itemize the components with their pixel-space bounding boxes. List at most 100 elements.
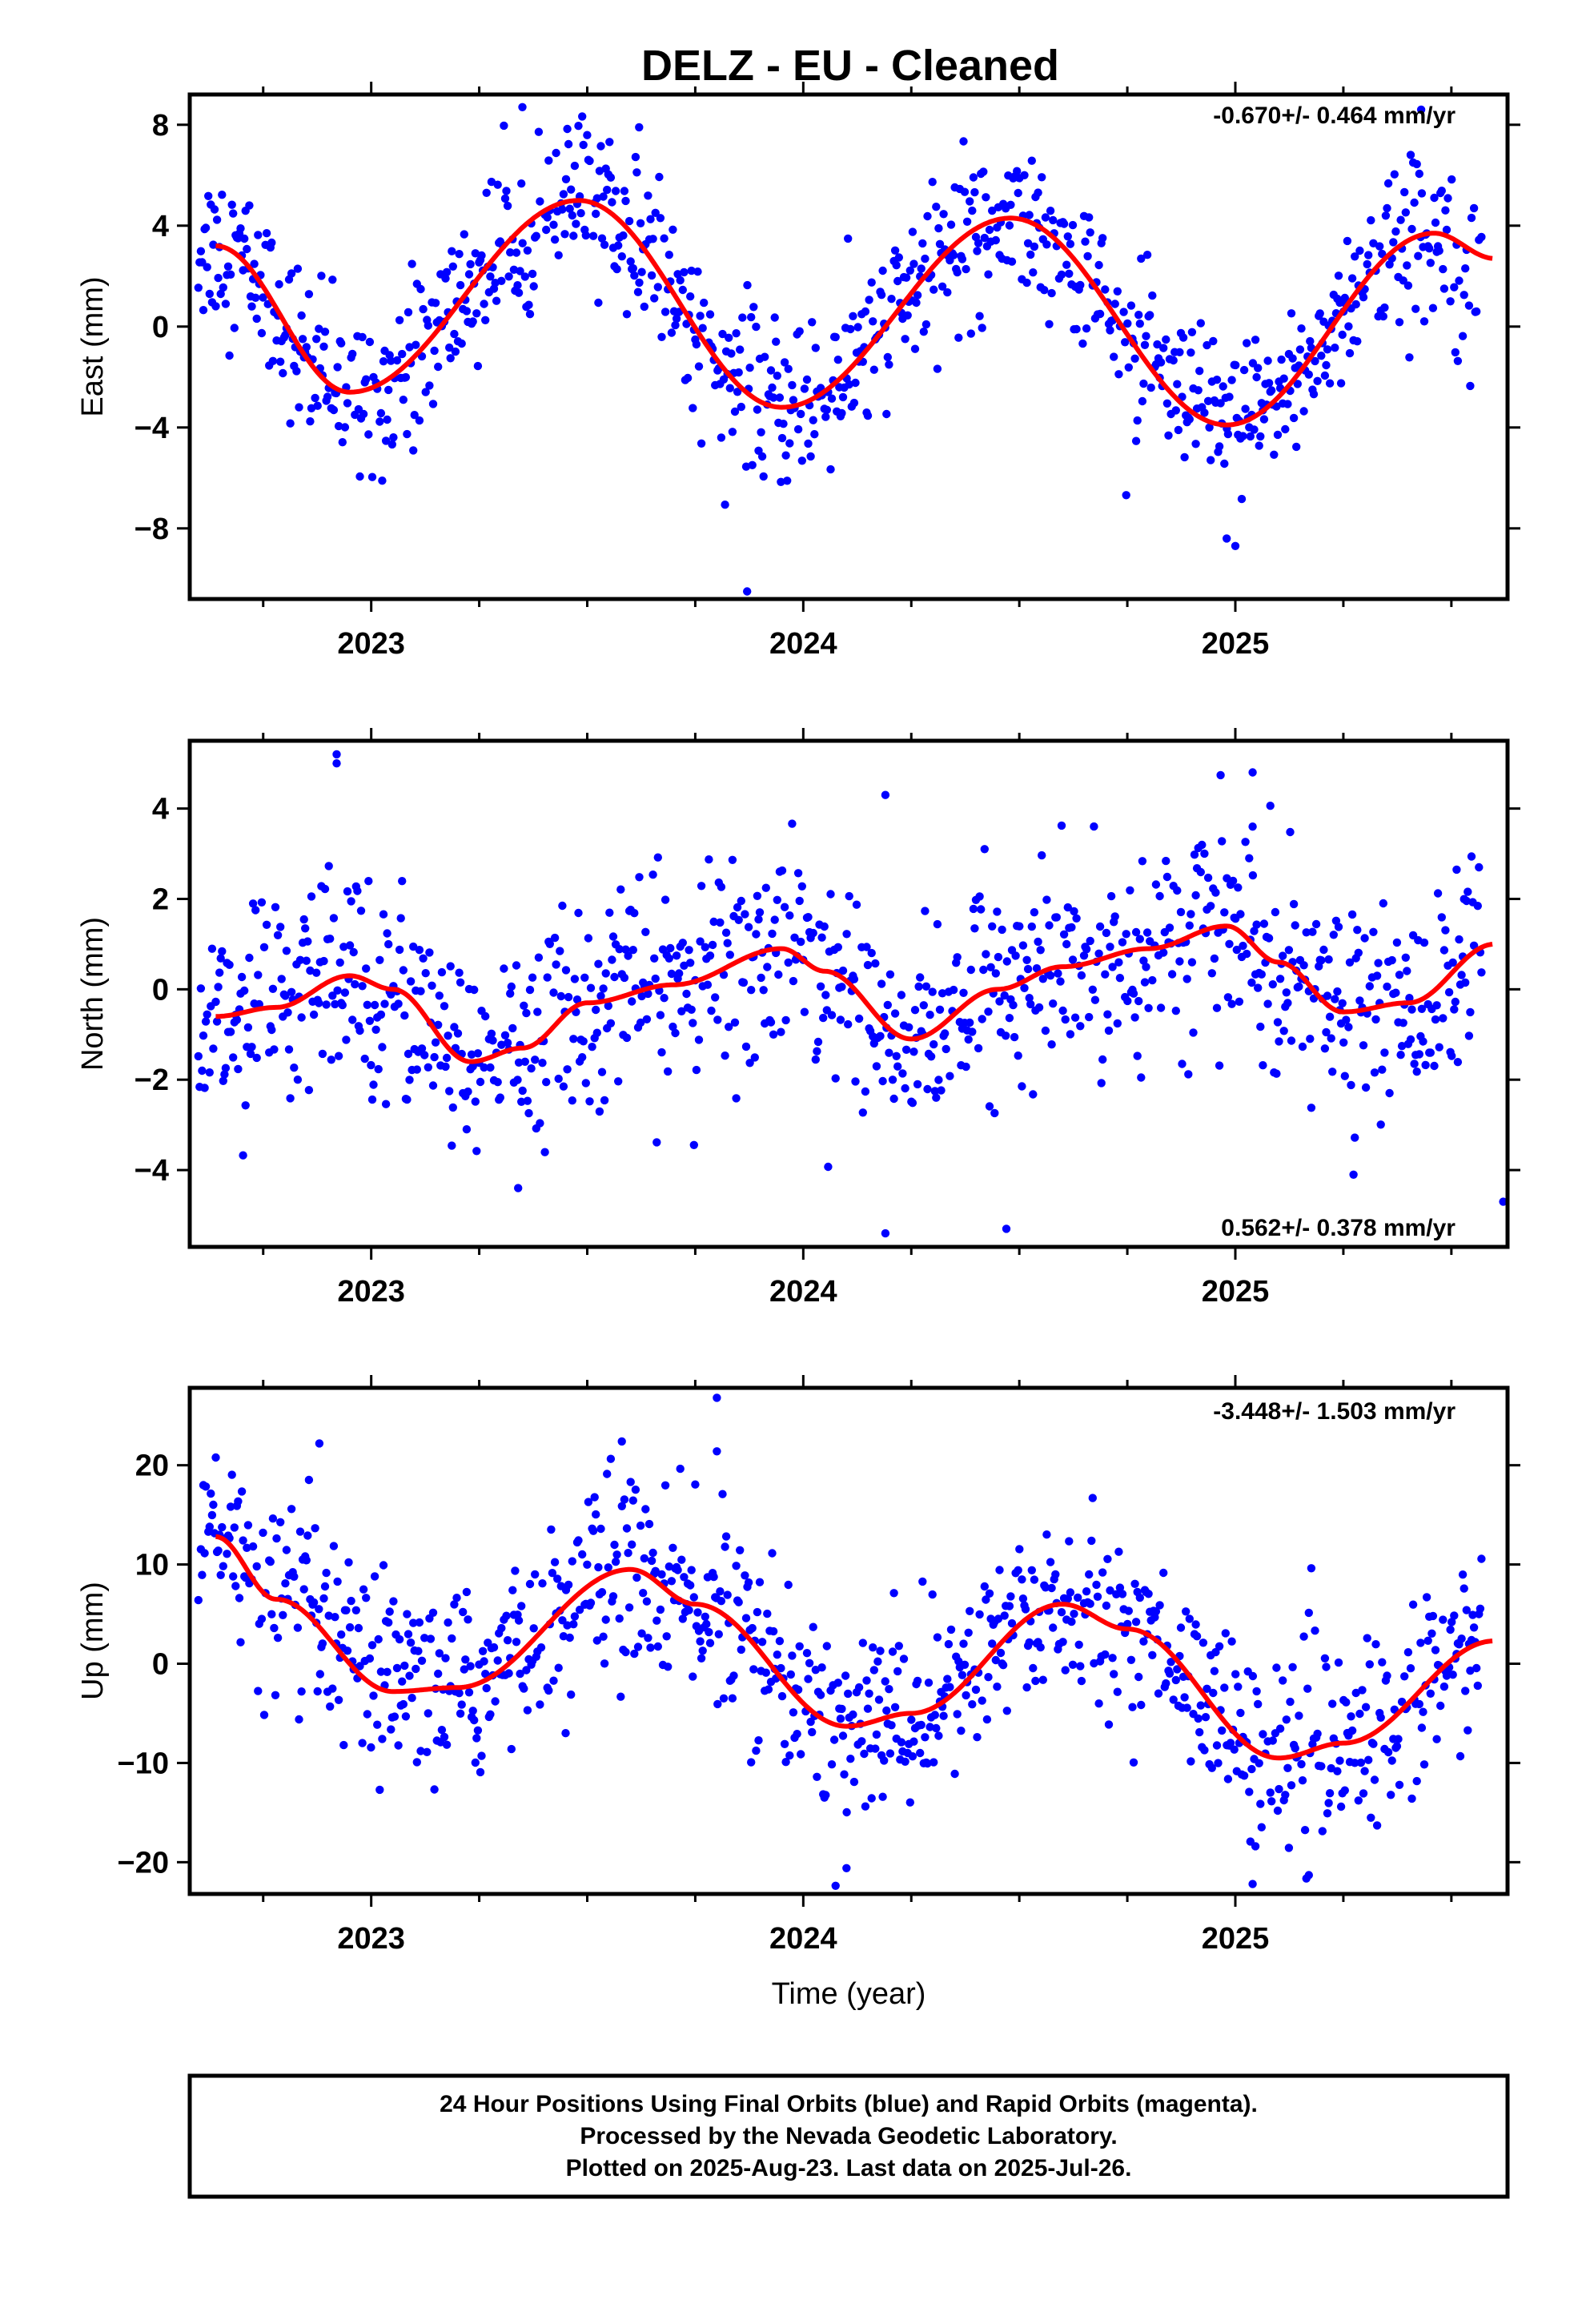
north-point [514, 1058, 524, 1068]
up-point [1468, 1610, 1477, 1619]
north-point [672, 951, 681, 960]
north-point [974, 1043, 983, 1053]
north-point [556, 991, 565, 1001]
up-point [216, 1570, 225, 1580]
up-point [621, 1647, 630, 1657]
up-point [946, 1625, 956, 1634]
east-point [579, 140, 588, 150]
footer-line-2: Processed by the Nevada Geodetic Laborat… [580, 2123, 1117, 2149]
east-point [671, 320, 680, 330]
north-point [1187, 958, 1197, 967]
north-point [455, 968, 464, 977]
up-point [1324, 1799, 1333, 1807]
up-point [1311, 1626, 1319, 1635]
east-point [1040, 286, 1049, 295]
up-point [1464, 1726, 1472, 1735]
north-point [926, 1011, 934, 1019]
east-point [653, 283, 662, 292]
north-point [431, 1038, 440, 1047]
up-point [309, 1598, 319, 1607]
up-point [1427, 1629, 1436, 1638]
up-point [1118, 1590, 1127, 1598]
north-point [1243, 949, 1251, 959]
up-point [840, 1770, 849, 1779]
east-point [472, 309, 481, 318]
up-point [1092, 1580, 1101, 1590]
east-point [1461, 264, 1470, 273]
up-point [601, 1615, 610, 1624]
north-point [1466, 1007, 1475, 1017]
east-point [953, 267, 962, 277]
up-point [1182, 1607, 1191, 1616]
east-point [434, 362, 443, 372]
up-point [697, 1654, 706, 1663]
north-point [820, 922, 829, 931]
north-point [1344, 1023, 1353, 1031]
north-point [1046, 971, 1055, 980]
north-point [975, 892, 984, 901]
up-point [1159, 1568, 1168, 1578]
east-point [451, 347, 460, 356]
up-point [844, 1689, 853, 1699]
east-point [626, 257, 635, 266]
up-point [304, 1475, 314, 1485]
up-point [435, 1649, 444, 1658]
east-point [869, 317, 877, 326]
east-point [398, 349, 407, 359]
north-point [420, 1051, 429, 1059]
north-point [1139, 956, 1148, 965]
up-point [786, 1670, 795, 1679]
east-point [487, 177, 496, 187]
up-point [1029, 1663, 1038, 1673]
east-point [1148, 291, 1157, 300]
up-point [302, 1556, 311, 1565]
east-point [1049, 215, 1058, 225]
up-point [548, 1569, 557, 1578]
up-point [1266, 1788, 1275, 1797]
east-point [1460, 291, 1468, 300]
north-point [650, 954, 659, 963]
north-point [708, 940, 717, 950]
up-point [882, 1706, 891, 1715]
north-point [831, 1074, 840, 1083]
east-point [561, 175, 571, 183]
east-point [1219, 382, 1227, 391]
north-point [1038, 975, 1048, 983]
east-point [1367, 215, 1375, 225]
up-point [933, 1633, 942, 1642]
up-point [620, 1495, 629, 1504]
north-point [1499, 1197, 1508, 1206]
north-point [892, 1051, 901, 1061]
up-point [315, 1670, 324, 1679]
east-point [1389, 238, 1398, 247]
north-point [315, 999, 323, 1007]
up-point [1210, 1667, 1219, 1675]
up-point [689, 1672, 697, 1681]
east-point [1411, 304, 1420, 313]
up-point [414, 1647, 423, 1655]
east-point [537, 55, 545, 63]
east-point [1203, 340, 1211, 350]
up-point [426, 1634, 436, 1643]
north-point [1380, 1048, 1389, 1057]
east-point [943, 287, 952, 297]
east-point [973, 247, 982, 255]
up-point [198, 1570, 207, 1579]
north-point [689, 1140, 698, 1150]
up-point [1076, 1662, 1085, 1671]
up-point [267, 1610, 276, 1618]
up-point [872, 1730, 881, 1739]
north-point [768, 929, 777, 939]
up-y-tick-label: 20 [135, 1449, 169, 1483]
up-point [716, 1587, 725, 1596]
north-point [926, 1052, 936, 1061]
east-point [517, 179, 526, 188]
east-point [1383, 179, 1393, 188]
east-point [337, 339, 346, 348]
up-point [837, 1704, 846, 1714]
north-point [470, 985, 479, 995]
up-point [1203, 1684, 1211, 1693]
north-point [412, 1065, 421, 1074]
east-point [1175, 348, 1184, 356]
north-point [797, 882, 806, 891]
